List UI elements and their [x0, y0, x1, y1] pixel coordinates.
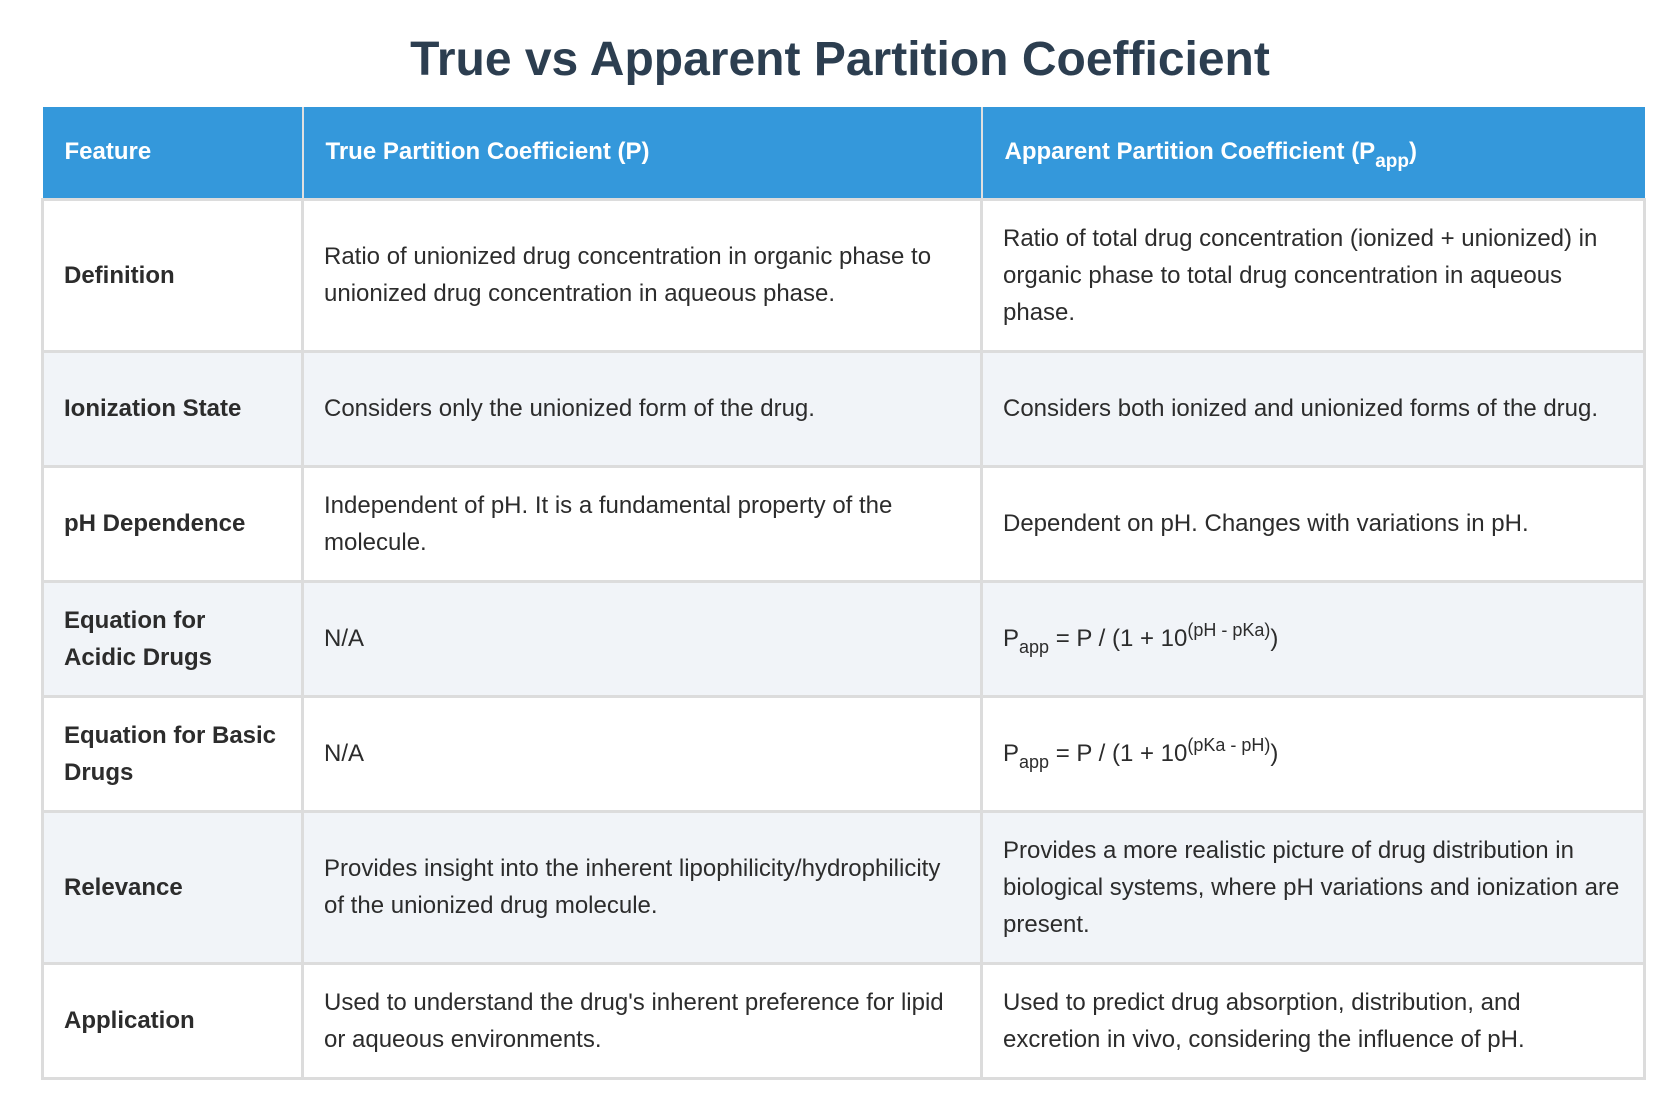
equation-middle: = P / (1 + 10	[1049, 625, 1188, 652]
table-row: Equation for Basic Drugs N/A Papp = P / …	[41, 694, 1646, 813]
feature-cell: pH Dependence	[41, 464, 304, 583]
table-row: Ionization State Considers only the unio…	[41, 349, 1646, 468]
true-p-cell: Independent of pH. It is a fundamental p…	[301, 464, 983, 583]
apparent-p-cell: Dependent on pH. Changes with variations…	[980, 464, 1646, 583]
true-p-cell: Used to understand the drug's inherent p…	[301, 961, 983, 1080]
feature-cell: Definition	[41, 197, 304, 353]
equation-subscript: app	[1019, 752, 1050, 772]
comparison-table: Feature True Partition Coefficient (P) A…	[41, 107, 1646, 1080]
apparent-p-cell: Ratio of total drug concentration (ioniz…	[980, 197, 1646, 353]
apparent-p-cell: Provides a more realistic picture of dru…	[980, 809, 1646, 965]
equation-exponent: (pH - pKa)	[1187, 620, 1271, 640]
true-p-cell: N/A	[301, 579, 983, 698]
feature-cell: Equation for Acidic Drugs	[41, 579, 304, 698]
column-header-apparent-p-subscript: app	[1375, 151, 1409, 173]
apparent-p-equation-cell: Papp = P / (1 + 10(pKa - pH))	[980, 694, 1646, 813]
equation-subscript: app	[1019, 637, 1050, 657]
feature-cell: Application	[41, 961, 304, 1080]
equation-end: )	[1270, 625, 1279, 652]
true-p-cell: Considers only the unionized form of the…	[301, 349, 983, 468]
column-header-true-p: True Partition Coefficient (P)	[301, 107, 983, 200]
table-row: Application Used to understand the drug'…	[41, 961, 1646, 1080]
true-p-cell: N/A	[301, 694, 983, 813]
feature-cell: Relevance	[41, 809, 304, 965]
column-header-feature: Feature	[42, 107, 304, 200]
feature-cell: Equation for Basic Drugs	[41, 694, 304, 813]
table-row: pH Dependence Independent of pH. It is a…	[41, 464, 1646, 583]
table-row: Relevance Provides insight into the inhe…	[41, 809, 1646, 965]
equation-middle: = P / (1 + 10	[1049, 740, 1188, 767]
table-row: Equation for Acidic Drugs N/A Papp = P /…	[41, 579, 1646, 698]
apparent-p-equation-cell: Papp = P / (1 + 10(pH - pKa))	[980, 579, 1646, 698]
feature-cell: Ionization State	[41, 349, 304, 468]
equation-base: P	[1003, 740, 1020, 767]
column-header-apparent-p-text: Apparent Partition Coefficient (P	[1004, 138, 1376, 166]
true-p-cell: Ratio of unionized drug concentration in…	[301, 197, 983, 353]
true-p-cell: Provides insight into the inherent lipop…	[301, 809, 983, 965]
column-header-apparent-p-close: )	[1408, 138, 1417, 166]
table-row: Definition Ratio of unionized drug conce…	[41, 197, 1646, 353]
column-header-apparent-p: Apparent Partition Coefficient (Papp)	[980, 107, 1645, 200]
page-title: True vs Apparent Partition Coefficient	[410, 33, 1270, 86]
apparent-p-cell: Used to predict drug absorption, distrib…	[980, 961, 1646, 1080]
apparent-p-cell: Considers both ionized and unionized for…	[980, 349, 1646, 468]
equation-end: )	[1270, 740, 1279, 767]
table-header-row: Feature True Partition Coefficient (P) A…	[42, 107, 1645, 200]
equation-exponent: (pKa - pH)	[1187, 735, 1271, 755]
equation-base: P	[1003, 625, 1020, 652]
